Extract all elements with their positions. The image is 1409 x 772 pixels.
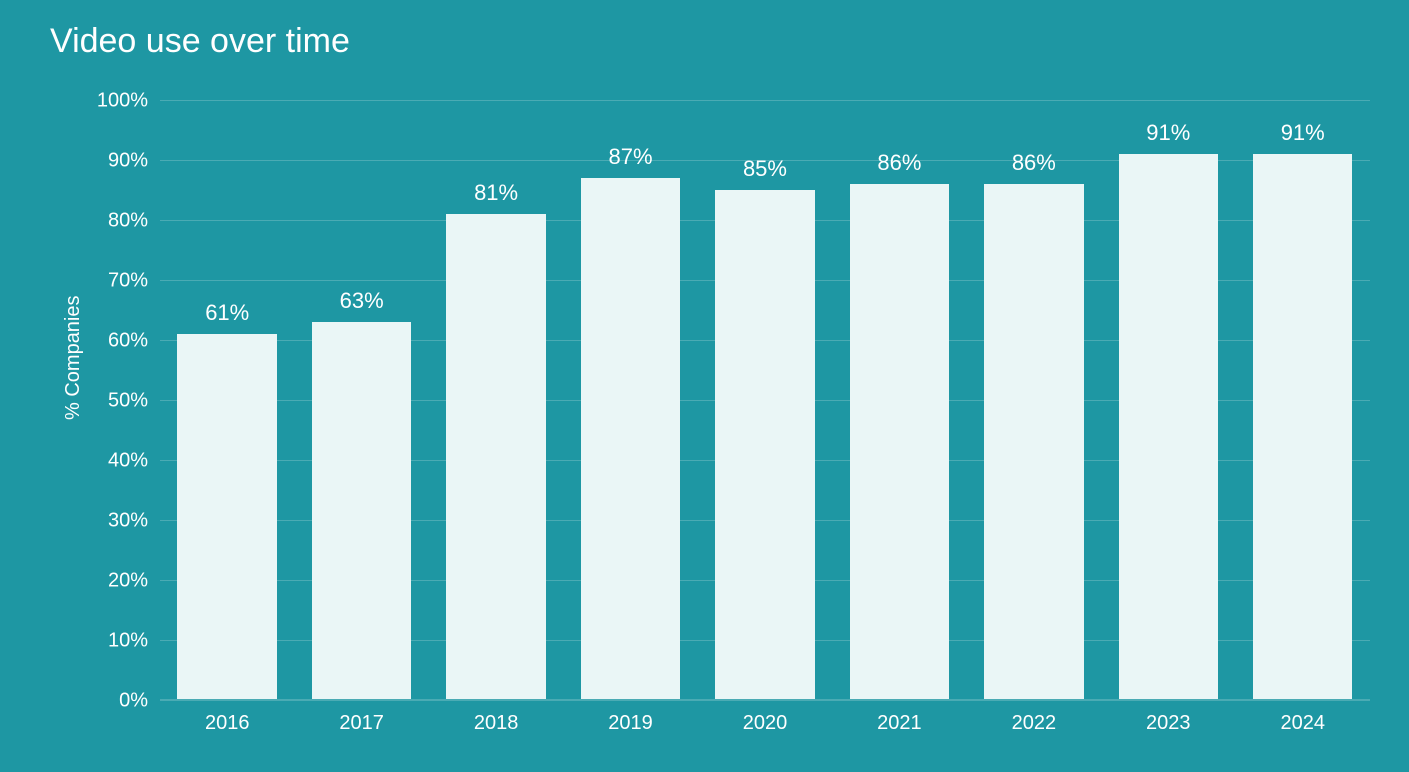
x-tick-label: 2018 bbox=[474, 712, 519, 735]
chart-title: Video use over time bbox=[50, 22, 350, 61]
bar-value-label: 61% bbox=[205, 300, 249, 326]
bar: 91% bbox=[1119, 154, 1218, 700]
bar-value-label: 86% bbox=[1012, 150, 1056, 176]
bar-value-label: 85% bbox=[743, 156, 787, 182]
x-tick-label: 2020 bbox=[743, 712, 788, 735]
bar-slot: 85%2020 bbox=[698, 100, 832, 700]
x-tick-label: 2016 bbox=[205, 712, 250, 735]
x-tick-label: 2022 bbox=[1012, 712, 1057, 735]
y-tick-label: 80% bbox=[108, 210, 160, 233]
bar: 91% bbox=[1253, 154, 1352, 700]
y-tick-label: 20% bbox=[108, 570, 160, 593]
bar-slot: 86%2022 bbox=[967, 100, 1101, 700]
y-axis-title: % Companies bbox=[62, 295, 85, 420]
x-axis-baseline bbox=[160, 699, 1370, 700]
bar-slot: 61%2016 bbox=[160, 100, 294, 700]
bar: 81% bbox=[446, 214, 545, 700]
y-tick-label: 50% bbox=[108, 390, 160, 413]
bar-value-label: 86% bbox=[877, 150, 921, 176]
bar-slot: 91%2023 bbox=[1101, 100, 1235, 700]
bar: 63% bbox=[312, 322, 411, 700]
bar: 87% bbox=[581, 178, 680, 700]
bars-group: 61%201663%201781%201887%201985%202086%20… bbox=[160, 100, 1370, 700]
bar: 86% bbox=[984, 184, 1083, 700]
x-tick-label: 2023 bbox=[1146, 712, 1191, 735]
bar-value-label: 81% bbox=[474, 180, 518, 206]
bar: 86% bbox=[850, 184, 949, 700]
y-tick-label: 60% bbox=[108, 330, 160, 353]
bar-value-label: 87% bbox=[609, 144, 653, 170]
x-tick-label: 2019 bbox=[608, 712, 653, 735]
y-tick-label: 30% bbox=[108, 510, 160, 533]
bar-value-label: 91% bbox=[1281, 120, 1325, 146]
bar-slot: 81%2018 bbox=[429, 100, 563, 700]
bar-slot: 91%2024 bbox=[1236, 100, 1370, 700]
bar: 61% bbox=[177, 334, 276, 700]
y-tick-label: 70% bbox=[108, 270, 160, 293]
bar-value-label: 91% bbox=[1146, 120, 1190, 146]
y-tick-label: 40% bbox=[108, 450, 160, 473]
bar-value-label: 63% bbox=[340, 288, 384, 314]
y-tick-label: 100% bbox=[97, 90, 160, 113]
bar-slot: 63%2017 bbox=[294, 100, 428, 700]
x-tick-label: 2021 bbox=[877, 712, 922, 735]
chart-container: Video use over time % Companies 0%10%20%… bbox=[0, 0, 1409, 772]
y-tick-label: 90% bbox=[108, 150, 160, 173]
x-tick-label: 2017 bbox=[339, 712, 384, 735]
plot-area: 0%10%20%30%40%50%60%70%80%90%100% 61%201… bbox=[160, 100, 1370, 700]
bar-slot: 87%2019 bbox=[563, 100, 697, 700]
y-tick-label: 10% bbox=[108, 630, 160, 653]
bar-slot: 86%2021 bbox=[832, 100, 966, 700]
bar: 85% bbox=[715, 190, 814, 700]
x-tick-label: 2024 bbox=[1280, 712, 1325, 735]
y-tick-label: 0% bbox=[119, 690, 160, 713]
gridline: 0% bbox=[160, 700, 1370, 701]
